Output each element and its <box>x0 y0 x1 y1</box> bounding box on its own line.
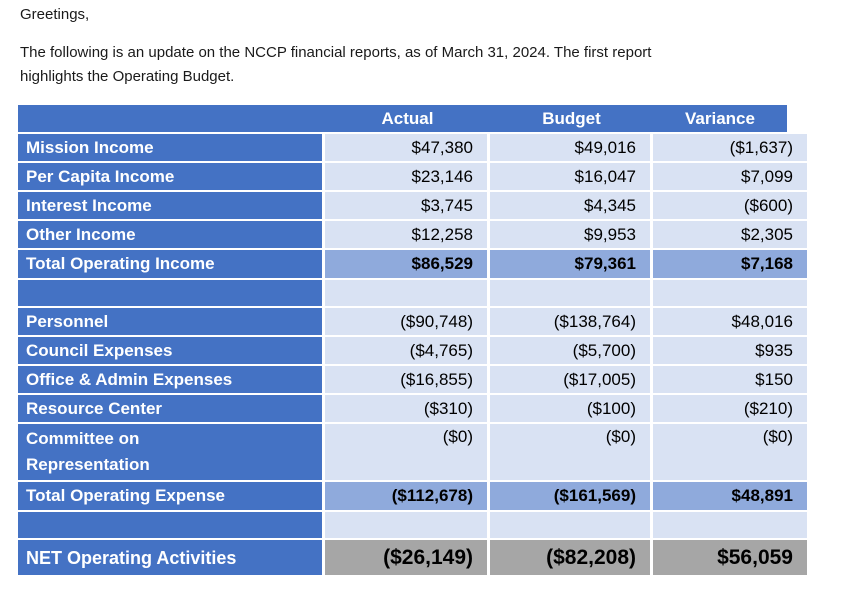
table-row: Total Operating Income $86,529 $79,361 $7,1… <box>18 250 807 280</box>
table-header-row: Actual Budget Variance <box>18 105 787 132</box>
actual-value: ($112,678) <box>322 482 487 512</box>
actual-value: $86,529 <box>322 250 487 280</box>
table-row: Office & Admin Expenses ($16,855) ($17,005… <box>18 366 807 395</box>
budget-value: ($100) <box>487 395 650 424</box>
column-header-variance: Variance <box>685 109 755 128</box>
variance-value: $48,016 <box>650 308 807 337</box>
column-header-actual: Actual <box>381 109 434 128</box>
row-label: Council Expenses <box>18 337 322 366</box>
row-label: Mission Income <box>18 134 322 163</box>
table-row: NET Operating Activities ($26,149) ($82,20… <box>18 540 807 577</box>
table-row: Per Capita Income $23,146 $16,047 $7,099 <box>18 163 807 192</box>
variance-value: $2,305 <box>650 221 807 250</box>
variance-value: $150 <box>650 366 807 395</box>
budget-value <box>487 512 650 540</box>
budget-value: ($17,005) <box>487 366 650 395</box>
row-label: Office & Admin Expenses <box>18 366 322 395</box>
table-row: Council Expenses ($4,765) ($5,700) $935 <box>18 337 807 366</box>
variance-value: ($0) <box>650 424 807 482</box>
table-row <box>18 512 807 540</box>
variance-value: $48,891 <box>650 482 807 512</box>
budget-value: ($0) <box>487 424 650 482</box>
actual-value <box>322 512 487 540</box>
actual-value: ($26,149) <box>322 540 487 577</box>
budget-value: ($161,569) <box>487 482 650 512</box>
row-label: Interest Income <box>18 192 322 221</box>
budget-value: $4,345 <box>487 192 650 221</box>
financial-table: Actual Budget Variance Mission Income $47… <box>18 105 841 577</box>
table-row <box>18 280 807 308</box>
row-label <box>18 512 322 540</box>
table-body: Mission Income $47,380 $49,016 ($1,637) Per … <box>18 134 807 577</box>
actual-value: $47,380 <box>322 134 487 163</box>
header-spacer-cell <box>18 105 325 132</box>
actual-value: $12,258 <box>322 221 487 250</box>
actual-value <box>322 280 487 308</box>
table-row: Personnel ($90,748) ($138,764) $48,016 <box>18 308 807 337</box>
actual-value: ($90,748) <box>322 308 487 337</box>
budget-value: ($5,700) <box>487 337 650 366</box>
variance-value: $935 <box>650 337 807 366</box>
budget-value: ($138,764) <box>487 308 650 337</box>
variance-value: ($600) <box>650 192 807 221</box>
variance-value: $7,099 <box>650 163 807 192</box>
table-row: Mission Income $47,380 $49,016 ($1,637) <box>18 134 807 163</box>
row-label: Per Capita Income <box>18 163 322 192</box>
intro-paragraph: The following is an update on the NCCP f… <box>20 44 652 85</box>
variance-value: ($1,637) <box>650 134 807 163</box>
budget-table: Mission Income $47,380 $49,016 ($1,637) Per … <box>18 134 807 577</box>
row-label: Personnel <box>18 308 322 337</box>
row-label: Total Operating Income <box>18 250 322 280</box>
table-row: Total Operating Expense ($112,678) ($161,5… <box>18 482 807 512</box>
actual-value: ($4,765) <box>322 337 487 366</box>
budget-value <box>487 280 650 308</box>
actual-value: ($0) <box>322 424 487 482</box>
intro-section: Greetings, The following is an update on… <box>0 0 841 89</box>
variance-value <box>650 280 807 308</box>
row-label: Committee on Representation <box>18 424 322 482</box>
actual-value: ($16,855) <box>322 366 487 395</box>
actual-value: $3,745 <box>322 192 487 221</box>
row-label: Resource Center <box>18 395 322 424</box>
budget-value: ($82,208) <box>487 540 650 577</box>
actual-value: ($310) <box>322 395 487 424</box>
table-row: Committee on Representation ($0) ($0) ($0) <box>18 424 807 482</box>
greeting-text: Greetings, <box>20 6 90 23</box>
actual-value: $23,146 <box>322 163 487 192</box>
table-row: Other Income $12,258 $9,953 $2,305 <box>18 221 807 250</box>
variance-value: ($210) <box>650 395 807 424</box>
column-header-budget: Budget <box>542 109 601 128</box>
budget-value: $79,361 <box>487 250 650 280</box>
table-row: Resource Center ($310) ($100) ($210) <box>18 395 807 424</box>
budget-value: $16,047 <box>487 163 650 192</box>
row-label: Total Operating Expense <box>18 482 322 512</box>
row-label <box>18 280 322 308</box>
budget-value: $9,953 <box>487 221 650 250</box>
table-row: Interest Income $3,745 $4,345 ($600) <box>18 192 807 221</box>
variance-value: $7,168 <box>650 250 807 280</box>
row-label: Other Income <box>18 221 322 250</box>
budget-value: $49,016 <box>487 134 650 163</box>
variance-value <box>650 512 807 540</box>
variance-value: $56,059 <box>650 540 807 577</box>
row-label: NET Operating Activities <box>18 540 322 577</box>
